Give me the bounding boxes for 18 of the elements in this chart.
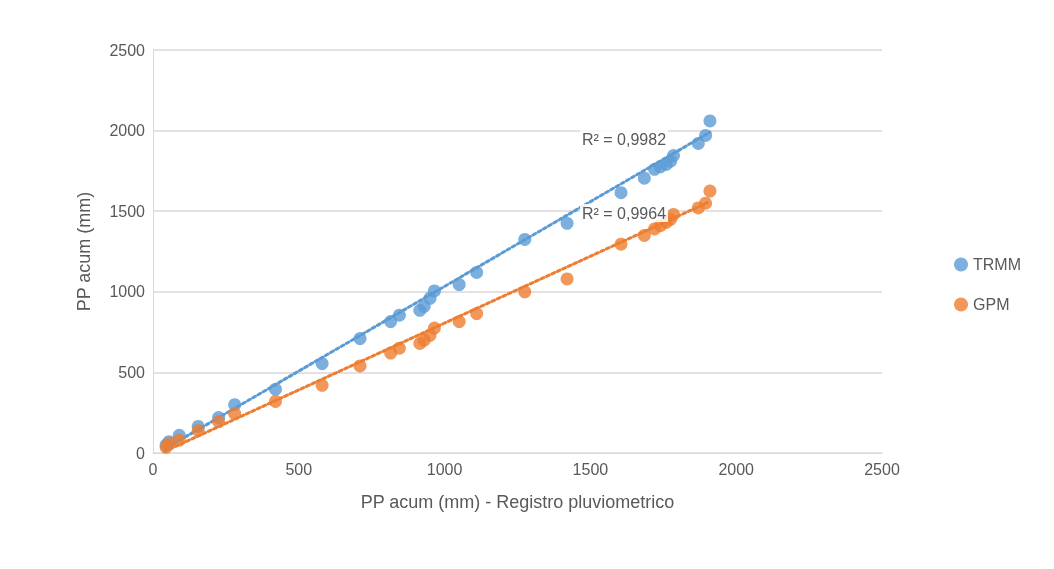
y-axis-title: PP acum (mm) (74, 191, 94, 312)
y-tick-label: 2500 (109, 41, 146, 59)
x-tick-label: 500 (285, 460, 313, 478)
y-tick-label: 2000 (109, 122, 146, 140)
x-tick-label: 2000 (718, 460, 755, 478)
legend-label: GPM (973, 296, 1010, 313)
x-tick-label: 2500 (864, 460, 900, 478)
y-tick-label: 0 (136, 444, 146, 462)
x-tick-label: 0 (148, 460, 158, 478)
x-axis-title: PP acum (mm) - Registro pluviometrico (360, 492, 675, 512)
x-tick-label: 1000 (426, 460, 463, 478)
annotation: R² = 0,9964 (582, 204, 667, 222)
annotation: R² = 0,9982 (582, 130, 667, 148)
legend-label: TRMM (973, 256, 1021, 273)
y-tick-label: 1500 (109, 202, 146, 220)
y-tick-label: 1000 (109, 283, 146, 301)
y-tick-label: 500 (118, 363, 146, 381)
x-tick-label: 1500 (572, 460, 609, 478)
